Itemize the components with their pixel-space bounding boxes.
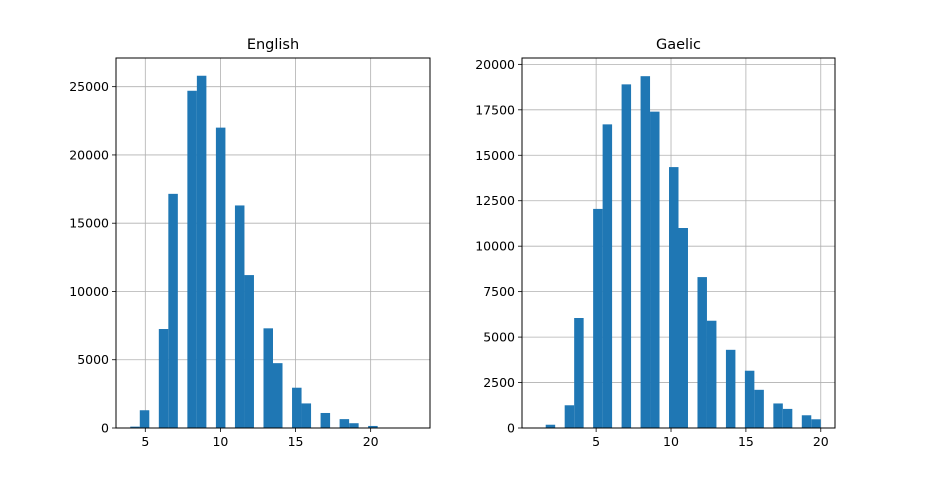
histogram-bar bbox=[801, 415, 812, 428]
histogram-bar bbox=[706, 320, 717, 428]
x-tick-label: 15 bbox=[738, 434, 754, 449]
y-tick-label: 12500 bbox=[475, 193, 515, 208]
histogram-bar bbox=[130, 426, 140, 428]
y-tick-label: 5000 bbox=[483, 330, 515, 345]
y-axis-ticks: 0 5000 10000 15000 20000 25000 bbox=[69, 79, 116, 436]
histogram-bar bbox=[602, 124, 613, 428]
plot-border bbox=[521, 57, 836, 429]
histogram-bar bbox=[320, 412, 331, 428]
histogram-bar bbox=[697, 277, 707, 428]
histogram-bar bbox=[158, 329, 169, 428]
histogram-bar bbox=[234, 205, 245, 428]
histogram-bar bbox=[640, 76, 651, 428]
chart-title: Gaelic bbox=[656, 37, 701, 53]
y-axis-ticks: 0 2500 5000 7500 10000 12500 15000 17500 20000 bbox=[475, 57, 522, 436]
chart-title: English bbox=[247, 37, 299, 53]
bars bbox=[545, 76, 821, 429]
x-tick-label: 15 bbox=[288, 434, 304, 449]
x-axis-ticks: 5 10 15 20 bbox=[592, 428, 829, 449]
histogram-bar bbox=[244, 275, 254, 428]
histogram-bar bbox=[273, 363, 283, 428]
histogram-bar bbox=[263, 328, 273, 428]
y-tick-label: 2500 bbox=[483, 375, 515, 390]
histogram-bar bbox=[215, 127, 226, 429]
y-tick-label: 15000 bbox=[69, 216, 109, 231]
histogram-bar bbox=[301, 403, 312, 428]
plot-border bbox=[115, 57, 431, 429]
x-tick-label: 20 bbox=[813, 434, 829, 449]
y-tick-label: 10000 bbox=[475, 239, 515, 254]
histogram-bar bbox=[669, 167, 679, 428]
histogram-gaelic: 5 10 15 20 0 2500 5000 7500 10000 12500 15000 1750… bbox=[475, 37, 836, 449]
x-tick-label: 20 bbox=[363, 434, 379, 449]
histogram-bar bbox=[574, 318, 584, 428]
histogram-bar bbox=[621, 84, 632, 428]
histogram-bar bbox=[678, 228, 688, 428]
histogram-bar bbox=[564, 405, 575, 428]
histogram-bar bbox=[773, 403, 783, 428]
histogram-bar bbox=[368, 425, 378, 428]
y-tick-label: 15000 bbox=[475, 148, 515, 163]
x-tick-label: 5 bbox=[141, 434, 149, 449]
y-tick-label: 20000 bbox=[69, 147, 109, 162]
y-tick-label: 7500 bbox=[483, 284, 515, 299]
y-tick-label: 0 bbox=[101, 421, 109, 436]
histogram-bar bbox=[650, 111, 660, 429]
histogram-bar bbox=[811, 419, 821, 428]
y-tick-label: 25000 bbox=[69, 79, 109, 94]
x-tick-label: 10 bbox=[212, 434, 228, 449]
histogram-bar bbox=[196, 75, 207, 428]
histogram-bar bbox=[339, 419, 350, 428]
x-tick-label: 5 bbox=[592, 434, 600, 449]
y-tick-label: 0 bbox=[507, 421, 515, 436]
histogram-bar bbox=[349, 423, 359, 428]
histogram-bar bbox=[754, 389, 764, 428]
x-axis-ticks: 5 10 15 20 bbox=[141, 428, 379, 449]
x-tick-label: 10 bbox=[663, 434, 679, 449]
y-tick-label: 10000 bbox=[69, 284, 109, 299]
histogram-bar bbox=[139, 410, 150, 428]
histogram-bar bbox=[168, 193, 178, 428]
y-tick-label: 20000 bbox=[475, 57, 515, 72]
histogram-bar bbox=[744, 370, 755, 428]
histogram-bar bbox=[725, 349, 736, 428]
histogram-bar bbox=[187, 90, 197, 429]
y-tick-label: 17500 bbox=[475, 102, 515, 117]
histogram-bar bbox=[782, 408, 793, 428]
y-tick-label: 5000 bbox=[77, 352, 109, 367]
bars bbox=[130, 75, 378, 429]
histogram-bar bbox=[292, 387, 302, 428]
histogram-bar bbox=[593, 208, 603, 428]
histogram-english: 5 10 15 20 0 5000 10000 15000 20000 25000 Englis… bbox=[69, 37, 431, 449]
histogram-bar bbox=[545, 424, 556, 428]
